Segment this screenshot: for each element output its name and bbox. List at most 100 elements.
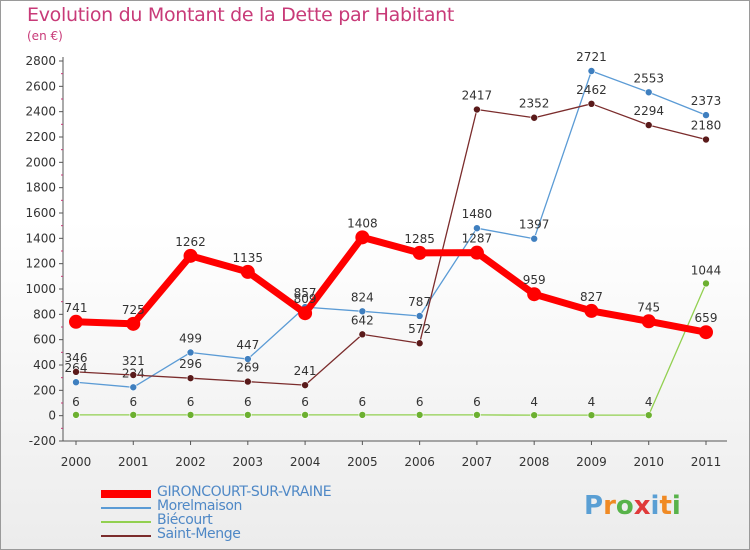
data-point (72, 378, 80, 387)
data-label: 857 (294, 286, 317, 300)
data-label: 6 (359, 395, 367, 409)
data-label: 296 (179, 357, 202, 371)
data-label: 787 (408, 295, 431, 309)
series-3: 346 321 296 269 241 642 572 2417 2352 2462 2294 218… (65, 83, 722, 389)
data-point (587, 100, 596, 108)
data-point (358, 307, 367, 316)
x-tick-label: 2001 (118, 455, 149, 469)
data-point (186, 374, 195, 382)
data-point (415, 312, 424, 320)
logo-letter: x (633, 491, 651, 521)
data-label: 2373 (691, 94, 722, 108)
data-label: 572 (408, 322, 431, 336)
data-point (644, 411, 653, 419)
y-tick-label: 400 (33, 358, 56, 372)
logo-letter: t (659, 491, 672, 521)
data-point (530, 411, 538, 419)
legend-label: GIRONCOURT-SUR-VRAINE (157, 484, 332, 500)
x-tick-label: 2003 (233, 455, 264, 469)
data-label: 1285 (404, 232, 435, 246)
data-point (473, 224, 481, 232)
x-tick-label: 2004 (290, 455, 321, 469)
data-point (129, 371, 138, 379)
data-point (72, 411, 80, 419)
y-tick-label: 2000 (25, 155, 56, 169)
logo-letter: i (650, 491, 660, 521)
data-label: 824 (351, 290, 374, 304)
data-label: 499 (179, 331, 202, 345)
data-point (584, 303, 599, 318)
data-point (644, 88, 653, 97)
legend-swatch (101, 535, 151, 537)
data-point (702, 111, 710, 119)
y-tick-label: 600 (33, 333, 56, 347)
data-label: 6 (473, 395, 481, 409)
y-tick-label: 1600 (25, 206, 56, 220)
data-label: 642 (351, 313, 374, 327)
logo-letter: o (615, 491, 634, 521)
logo-letter: i (671, 491, 681, 521)
series-line (75, 70, 707, 388)
data-label: 4 (530, 395, 538, 409)
data-label: 1044 (691, 263, 722, 277)
legend-item: Biécourt (101, 512, 401, 529)
data-point (129, 383, 138, 392)
series-line (76, 283, 707, 416)
data-point (126, 316, 141, 331)
chart-title: Evolution du Montant de la Dette par Hab… (27, 4, 455, 26)
y-tick-label: 0 (48, 409, 56, 423)
legend-label: Biécourt (157, 512, 213, 528)
y-tick-label: 1800 (25, 181, 56, 195)
data-label: 1262 (175, 235, 206, 249)
data-label: 2294 (633, 104, 664, 118)
x-tick-label: 2002 (175, 455, 206, 469)
legend-swatch (101, 507, 151, 509)
data-label: 6 (187, 395, 195, 409)
data-point (415, 339, 424, 348)
y-tick-label: 2200 (25, 130, 56, 144)
data-point (473, 105, 481, 114)
x-tick-label: 2008 (519, 455, 550, 469)
data-label: 6 (416, 395, 424, 409)
data-point (473, 411, 481, 419)
data-point (702, 279, 710, 288)
data-label: 745 (637, 300, 660, 314)
data-label: 6 (72, 395, 80, 409)
data-label: 2721 (576, 50, 607, 64)
logo-letter: r (603, 491, 616, 521)
data-point (186, 348, 195, 357)
x-tick-label: 2011 (691, 455, 722, 469)
data-point (358, 330, 367, 339)
data-point (469, 245, 484, 260)
x-tick-label: 2005 (347, 455, 378, 469)
legend-swatch (101, 490, 151, 498)
data-point (186, 411, 195, 419)
data-label: 6 (244, 395, 252, 409)
y-tick-label: 2800 (25, 54, 56, 68)
data-point (244, 377, 252, 386)
legend-label: Saint-Menge (157, 526, 241, 542)
data-label: 725 (122, 303, 145, 317)
data-point (527, 287, 542, 302)
data-label: 1480 (462, 207, 493, 221)
data-label: 241 (294, 364, 317, 378)
data-point (129, 411, 138, 419)
series-line (75, 103, 707, 386)
data-point (530, 113, 538, 122)
legend-item: GIRONCOURT-SUR-VRAINE (101, 484, 401, 501)
data-point (587, 67, 596, 75)
data-label: 6 (301, 395, 309, 409)
data-label: 827 (580, 290, 603, 304)
data-label: 447 (236, 338, 259, 352)
data-label: 6 (129, 395, 137, 409)
data-label: 4 (588, 395, 596, 409)
data-label: 2180 (691, 119, 722, 133)
data-label: 659 (695, 311, 718, 325)
data-point (301, 381, 309, 389)
data-point (415, 411, 424, 419)
x-tick-label: 2000 (61, 455, 92, 469)
x-tick-label: 2010 (633, 455, 664, 469)
data-label: 741 (65, 301, 88, 315)
data-point (644, 121, 653, 129)
